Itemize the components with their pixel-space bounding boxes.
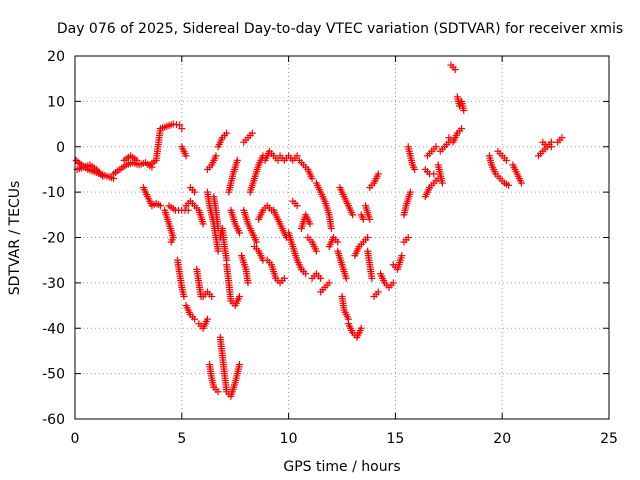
y-tick-label: -30 bbox=[42, 276, 65, 292]
data-point bbox=[233, 156, 241, 164]
data-point bbox=[156, 202, 164, 210]
data-point bbox=[308, 175, 316, 183]
data-point bbox=[184, 206, 192, 214]
data-point bbox=[349, 211, 357, 219]
data-point bbox=[460, 106, 468, 114]
data-point bbox=[235, 229, 243, 237]
data-point bbox=[389, 279, 397, 287]
axis-ticks bbox=[74, 55, 610, 420]
data-point bbox=[214, 247, 222, 255]
y-tick-label: -10 bbox=[42, 185, 65, 201]
data-point bbox=[293, 152, 301, 160]
data-point bbox=[312, 247, 320, 255]
data-point bbox=[248, 129, 256, 137]
data-point bbox=[404, 234, 412, 241]
data-point bbox=[366, 215, 374, 223]
data-point bbox=[558, 134, 566, 142]
y-tick-label: 0 bbox=[56, 140, 65, 156]
y-tick-label: -60 bbox=[42, 412, 65, 428]
data-point bbox=[517, 179, 525, 187]
x-axis-tick-labels: 0 5 10 15 20 25 bbox=[71, 431, 618, 447]
data-point bbox=[368, 274, 376, 282]
data-point bbox=[293, 202, 301, 210]
data-point bbox=[364, 234, 372, 241]
y-axis-tick-labels: 20 10 0 -10 -20 -30 -40 -50 -60 bbox=[42, 49, 65, 428]
data-point bbox=[325, 279, 333, 287]
data-point bbox=[94, 167, 102, 175]
data-point bbox=[167, 238, 175, 246]
data-point bbox=[191, 188, 199, 196]
data-point bbox=[406, 188, 414, 196]
data-point bbox=[451, 66, 459, 74]
data-point bbox=[342, 274, 350, 282]
data-point bbox=[502, 156, 510, 164]
data-point bbox=[334, 238, 342, 246]
x-tick-label: 25 bbox=[600, 431, 618, 447]
y-axis-title: SDTVAR / TECUs bbox=[7, 181, 23, 296]
data-point bbox=[274, 156, 282, 164]
data-point bbox=[235, 292, 243, 300]
data-point bbox=[306, 220, 314, 228]
data-point bbox=[92, 165, 100, 173]
data-point bbox=[359, 215, 367, 223]
data-point bbox=[398, 252, 406, 260]
data-point bbox=[214, 388, 222, 396]
x-tick-label: 20 bbox=[493, 431, 511, 447]
data-point bbox=[327, 224, 335, 232]
x-tick-label: 5 bbox=[177, 431, 186, 447]
data-point bbox=[199, 220, 207, 228]
data-point bbox=[235, 361, 243, 369]
data-point bbox=[302, 270, 310, 278]
data-point bbox=[253, 238, 261, 246]
chart-title: Day 076 of 2025, Sidereal Day-to-day VTE… bbox=[57, 21, 623, 37]
data-point bbox=[182, 152, 190, 160]
data-point bbox=[97, 171, 105, 179]
x-axis-title: GPS time / hours bbox=[283, 459, 400, 475]
x-tick-label: 15 bbox=[386, 431, 404, 447]
data-point bbox=[99, 172, 107, 180]
data-point bbox=[280, 274, 288, 282]
data-point bbox=[547, 143, 555, 151]
data-point bbox=[203, 315, 211, 323]
data-points bbox=[72, 61, 566, 400]
data-point bbox=[411, 165, 419, 173]
data-point bbox=[357, 324, 365, 332]
data-point bbox=[374, 170, 382, 178]
data-point bbox=[96, 169, 104, 177]
y-tick-label: -20 bbox=[42, 231, 65, 247]
gridlines bbox=[75, 56, 609, 419]
y-tick-label: 20 bbox=[47, 49, 65, 65]
data-point bbox=[438, 179, 446, 187]
data-point bbox=[244, 279, 252, 287]
data-point bbox=[191, 315, 199, 323]
data-point bbox=[458, 125, 466, 133]
data-point bbox=[178, 125, 186, 133]
x-tick-label: 0 bbox=[71, 431, 80, 447]
data-point bbox=[374, 288, 382, 296]
y-tick-label: -40 bbox=[42, 321, 65, 337]
data-point bbox=[317, 274, 325, 282]
data-point bbox=[432, 143, 440, 151]
data-point bbox=[505, 181, 513, 189]
data-point bbox=[133, 156, 141, 164]
data-point bbox=[180, 292, 188, 300]
data-point bbox=[430, 170, 438, 178]
y-tick-label: -50 bbox=[42, 367, 65, 383]
data-point bbox=[176, 121, 184, 129]
data-point bbox=[223, 129, 231, 137]
data-point bbox=[212, 152, 220, 160]
data-point bbox=[208, 292, 216, 300]
y-tick-label: 10 bbox=[47, 94, 65, 110]
x-tick-label: 10 bbox=[280, 431, 298, 447]
